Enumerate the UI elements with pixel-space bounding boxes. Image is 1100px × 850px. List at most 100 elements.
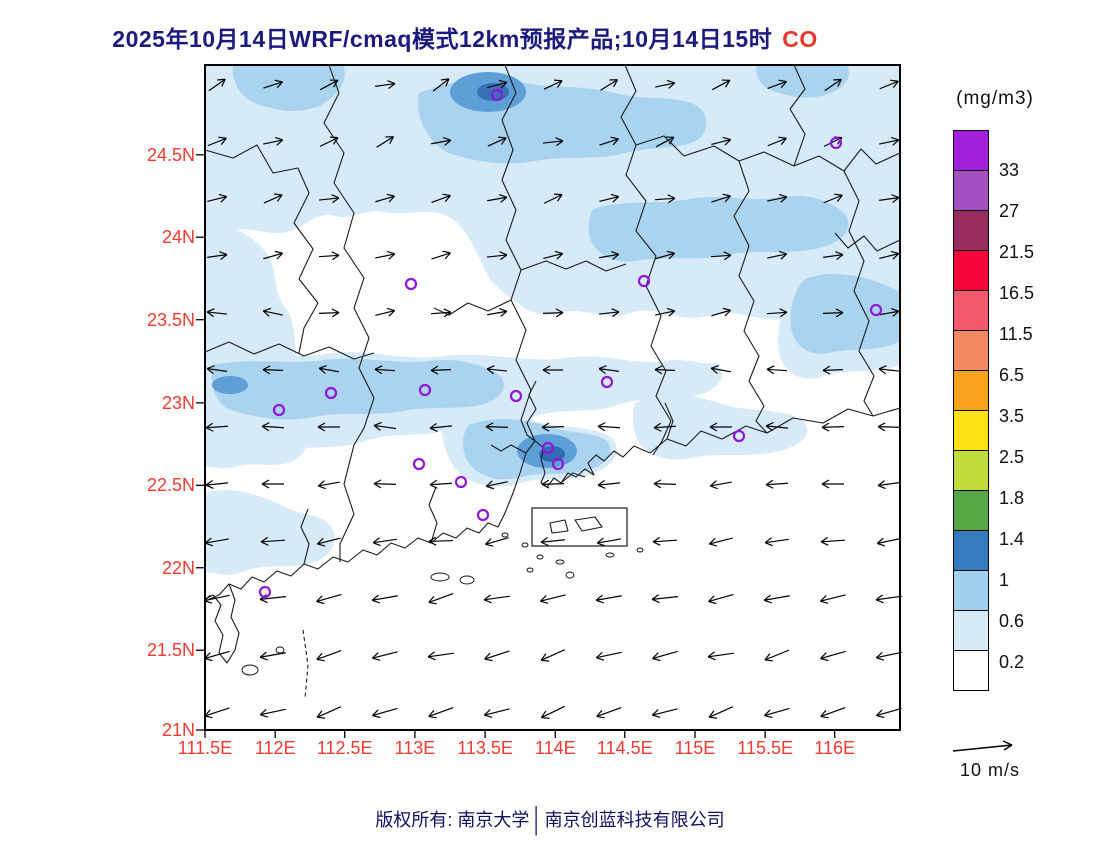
wind-arrow-stroke xyxy=(876,707,902,717)
wind-arrow-stroke xyxy=(317,485,326,490)
wind-arrow xyxy=(316,593,342,605)
wind-arrow xyxy=(819,594,846,604)
wind-arrow xyxy=(540,705,565,719)
wind-arrow-stroke xyxy=(596,709,603,717)
wind-arrow-stroke xyxy=(498,136,507,139)
wind-arrow-stroke xyxy=(653,422,662,429)
wind-arrow-stroke xyxy=(262,310,270,317)
wind-arrow xyxy=(820,536,846,546)
wind-arrow-stroke xyxy=(724,309,732,317)
wind-arrow-stroke xyxy=(430,311,452,315)
wind-arrow-stroke xyxy=(373,483,397,485)
boundary-line xyxy=(620,64,672,456)
wind-arrow-stroke xyxy=(709,537,733,545)
wind-arrow xyxy=(821,422,845,432)
wind-arrow-stroke xyxy=(764,537,772,544)
islet xyxy=(555,559,565,565)
wind-arrow-stroke xyxy=(542,365,551,371)
wind-arrow xyxy=(204,537,229,547)
islet xyxy=(275,646,285,654)
wind-arrow-stroke xyxy=(206,311,228,315)
wind-arrow xyxy=(487,307,508,317)
wind-arrow-stroke xyxy=(820,709,827,717)
wind-arrow-stroke xyxy=(835,251,844,256)
wind-arrow-stroke xyxy=(208,78,226,92)
co-shading xyxy=(232,65,345,111)
wind-arrow-stroke xyxy=(764,659,774,662)
islet xyxy=(430,572,450,582)
wind-arrow-stroke xyxy=(554,250,563,255)
wind-arrow-stroke xyxy=(764,715,773,719)
wind-arrow-stroke xyxy=(431,252,451,260)
wind-arrow xyxy=(430,365,452,375)
wind-arrow-stroke xyxy=(371,599,380,604)
wind-arrow xyxy=(207,251,228,261)
wind-arrow xyxy=(539,594,566,604)
wind-arrow xyxy=(599,193,620,203)
wind-arrow-stroke xyxy=(443,311,452,318)
wind-arrow-stroke xyxy=(318,481,340,487)
wind-arrow xyxy=(371,594,398,604)
wind-arrow-stroke xyxy=(541,659,550,662)
wind-arrow-stroke xyxy=(820,715,829,719)
wind-arrow-stroke xyxy=(204,600,213,604)
wind-arrow-stroke xyxy=(555,312,564,318)
wind-arrow xyxy=(375,193,396,203)
wind-arrow-stroke xyxy=(444,195,451,203)
wind-arrow xyxy=(319,79,339,91)
wind-arrow-stroke xyxy=(217,78,226,81)
wind-arrow-stroke xyxy=(767,196,787,202)
station-marker xyxy=(324,386,338,400)
islet xyxy=(459,575,475,585)
wind-arrow-stroke xyxy=(876,537,884,544)
wind-arrow-stroke xyxy=(206,368,214,375)
wind-arrow-stroke xyxy=(486,368,508,372)
boundary-line xyxy=(300,508,310,565)
wind-arrow-stroke xyxy=(541,705,565,719)
wind-arrow-stroke xyxy=(876,657,885,661)
wind-arrow xyxy=(710,251,732,261)
wind-arrow-stroke xyxy=(317,480,325,487)
colorbar-cell xyxy=(953,450,989,491)
wind-arrow-stroke xyxy=(220,137,227,145)
wind-arrow-stroke xyxy=(764,649,790,661)
wind-arrow-stroke xyxy=(709,426,718,432)
wind-arrow-stroke xyxy=(318,312,340,314)
wind-arrow-stroke xyxy=(764,709,771,717)
boundary-line xyxy=(733,160,768,434)
wind-arrow-stroke xyxy=(877,484,886,490)
boundary-line xyxy=(549,519,569,534)
wind-arrow xyxy=(878,365,900,375)
wind-arrow-stroke xyxy=(655,82,675,88)
lat-label: 21N xyxy=(161,720,195,740)
colorbar-cell xyxy=(953,570,989,611)
wind-arrow-stroke xyxy=(765,484,774,489)
wind-arrow-stroke xyxy=(442,193,451,197)
wind-arrow xyxy=(711,136,732,146)
wind-arrow xyxy=(375,250,396,260)
wind-arrow-stroke xyxy=(486,254,508,258)
wind-arrow-stroke xyxy=(822,369,844,371)
wind-arrow xyxy=(263,193,283,204)
wind-arrow-stroke xyxy=(653,427,662,432)
boundary-line xyxy=(843,170,875,417)
wind-arrow xyxy=(204,650,230,662)
wind-arrow-stroke xyxy=(765,422,774,427)
station-marker xyxy=(272,403,286,417)
lat-label: 24.5N xyxy=(146,144,195,165)
wind-arrow xyxy=(764,649,790,662)
wind-arrow xyxy=(654,365,676,375)
wind-arrow-stroke xyxy=(500,310,508,317)
wind-arrow-stroke xyxy=(763,599,772,604)
wind-arrow-stroke xyxy=(221,79,226,87)
wind-arrow-stroke xyxy=(428,539,454,543)
wind-arrow-stroke xyxy=(428,715,437,719)
wind-arrow-stroke xyxy=(260,541,269,546)
wind-arrow-stroke xyxy=(877,542,886,547)
wind-arrow-stroke xyxy=(372,542,381,547)
wind-arrow-stroke xyxy=(386,193,395,197)
wind-arrow-stroke xyxy=(879,252,899,260)
islet xyxy=(636,547,644,553)
wind-arrow xyxy=(879,307,900,317)
wind-arrow-stroke xyxy=(877,426,886,432)
